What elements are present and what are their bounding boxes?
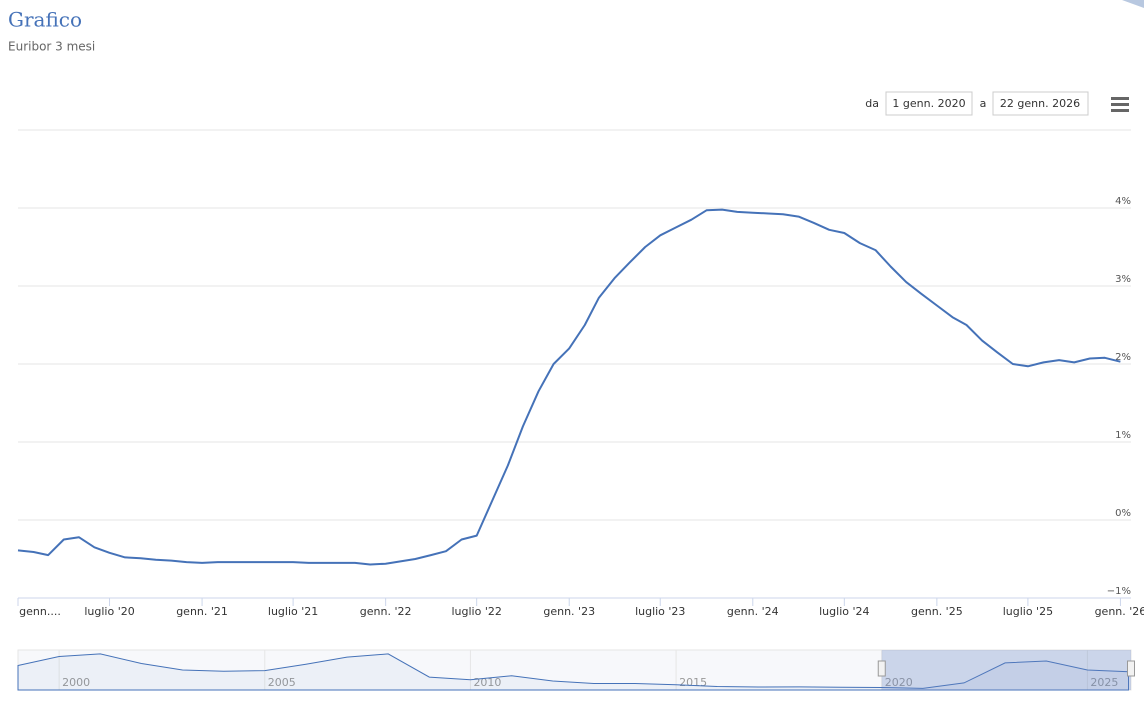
x-tick-label: luglio '20 [84, 605, 134, 618]
navigator-tick-label: 2005 [268, 676, 296, 689]
y-tick-label: 3% [1115, 274, 1131, 285]
x-tick-label: genn. '21 [176, 605, 228, 618]
range-from-label: da [865, 97, 879, 110]
range-to-label: a [980, 97, 987, 110]
navigator-tick-label: 2000 [62, 676, 90, 689]
menu-button[interactable] [1111, 97, 1129, 112]
x-tick-label: luglio '21 [268, 605, 318, 618]
y-tick-label: 2% [1115, 352, 1131, 363]
range-to-input[interactable] [992, 91, 1089, 116]
x-tick-label: genn. '24 [727, 605, 779, 618]
navigator-area [17, 653, 1129, 691]
x-tick-label: luglio '24 [819, 605, 869, 618]
y-tick-label: −1% [1107, 586, 1131, 597]
y-tick-label: 0% [1115, 508, 1131, 519]
y-tick-label: 1% [1115, 430, 1131, 441]
navigator-tick-label: 2025 [1090, 676, 1118, 689]
x-tick-label: genn. '26 [1095, 605, 1144, 618]
x-tick-label: genn. '22 [360, 605, 412, 618]
x-tick-label: genn.... [19, 605, 61, 618]
x-tick-label: luglio '23 [635, 605, 685, 618]
x-tick-label: luglio '25 [1003, 605, 1053, 618]
x-tick-label: genn. '23 [543, 605, 595, 618]
navigator-selection [881, 650, 1131, 690]
range-from-value[interactable]: 1 genn. 2020 [892, 97, 965, 110]
chart-subtitle: Euribor 3 mesi [8, 40, 95, 54]
x-tick-label: luglio '22 [451, 605, 501, 618]
navigator-tick-label: 2020 [885, 676, 913, 689]
navigator-handle[interactable] [1127, 660, 1135, 677]
range-to-value[interactable]: 22 genn. 2026 [1000, 97, 1080, 110]
range-from-input[interactable] [885, 91, 973, 116]
data-line [17, 208, 1121, 566]
x-tick-label: genn. '25 [911, 605, 963, 618]
corner-ribbon [1122, 0, 1144, 8]
navigator-handle[interactable] [877, 660, 886, 677]
y-tick-label: 4% [1115, 196, 1131, 207]
chart-title: Grafico [8, 8, 82, 32]
